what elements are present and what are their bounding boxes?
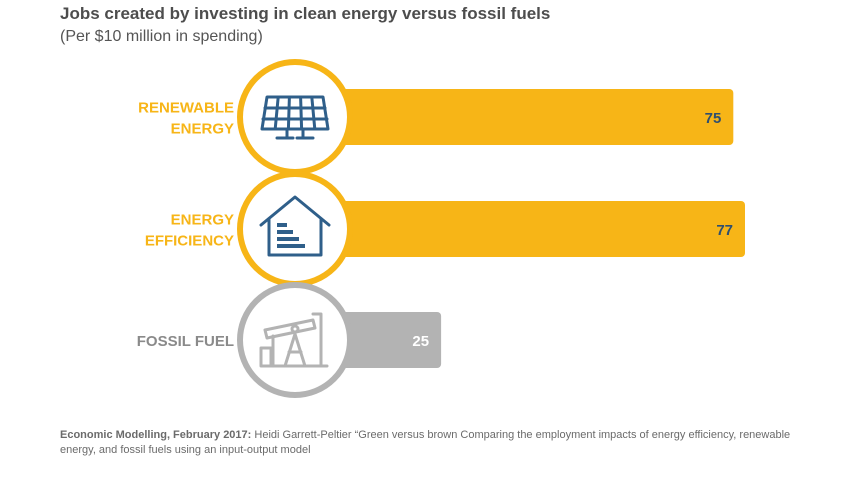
chart-subtitle: (Per $10 million in spending)	[60, 28, 263, 45]
icon-circle	[237, 282, 353, 398]
icon-circle	[237, 171, 353, 287]
value-label: 25	[412, 333, 429, 350]
category-label: FOSSIL FUEL	[137, 333, 234, 350]
value-label: 77	[716, 222, 733, 239]
source-text: Heidi Garrett-Peltier “Green versus brow…	[60, 429, 791, 456]
value-label: 75	[705, 110, 722, 127]
chart-title: Jobs created by investing in clean energ…	[60, 4, 551, 23]
bar-row: 77 ENERGY EFFICIENCY	[145, 171, 745, 287]
bar-row: 25 FOSSIL FUEL	[137, 282, 442, 398]
bar	[295, 201, 745, 257]
source-note: Economic Modelling, February 2017: Heidi…	[60, 428, 820, 458]
bar	[295, 89, 734, 145]
category-label: ENERGY	[171, 212, 234, 229]
bar-row: 75 RENEWABLE ENERGY	[138, 59, 734, 175]
house-efficiency-icon	[259, 195, 331, 257]
solar-panel-icon	[260, 95, 330, 140]
source-label: Economic Modelling, February 2017:	[60, 429, 252, 441]
category-label: ENERGY	[171, 121, 234, 138]
bar-chart: 75 RENEWABLE ENERGY 77 ENERGY EFFICIENCY 25 FOS…	[137, 59, 745, 398]
oil-pumpjack-icon	[259, 312, 329, 368]
icon-circle	[237, 59, 353, 175]
category-label: RENEWABLE	[138, 100, 234, 117]
category-label: EFFICIENCY	[145, 233, 234, 250]
